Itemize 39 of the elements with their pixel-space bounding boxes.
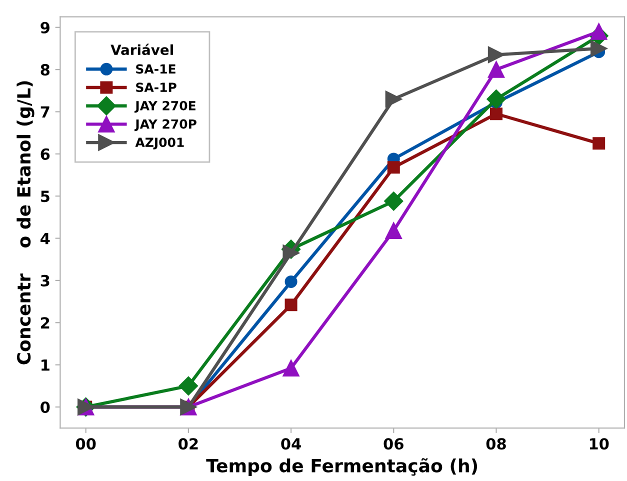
point	[590, 23, 608, 40]
point	[488, 46, 505, 64]
y-axis-title: Concentr o de Etanol (g/L)	[16, 81, 34, 364]
point	[590, 40, 608, 57]
y-tick-label: 0	[40, 401, 50, 414]
legend-title: Variável	[110, 44, 173, 56]
y-tick-label: 7	[40, 106, 50, 118]
y-tick-label: 1	[42, 359, 50, 371]
legend-label: JAY 270E	[134, 100, 196, 113]
point	[385, 90, 402, 108]
y-tick-label: 8	[40, 64, 50, 76]
y-tick-label: 5	[41, 190, 50, 202]
y-tick-label: 4	[40, 232, 50, 244]
legend-label: SA-1E	[136, 64, 176, 74]
point	[490, 108, 502, 120]
legend-label: AZJ001	[135, 138, 184, 150]
point	[488, 61, 505, 78]
point	[387, 161, 400, 174]
legend-label: JAY 270P	[134, 119, 196, 132]
x-tick-label: 04	[281, 438, 301, 450]
x-axis-title: Tempo de Fermentação (h)	[206, 458, 478, 476]
x-tick-label: 02	[178, 438, 198, 450]
y-tick-label: 3	[40, 274, 50, 286]
x-tick-label: 06	[384, 438, 404, 450]
point	[385, 222, 402, 240]
y-tick-label: 2	[41, 317, 50, 328]
point	[486, 90, 506, 109]
legend-label: SA-1P	[136, 82, 176, 92]
point	[282, 360, 300, 377]
point	[284, 275, 298, 288]
point	[284, 298, 298, 312]
y-tick-label: 9	[40, 22, 50, 34]
x-tick-label: 00	[76, 438, 96, 450]
x-tick-label: 10	[590, 438, 609, 450]
y-tick-label: 6	[40, 148, 50, 160]
point	[592, 137, 606, 150]
point	[178, 376, 198, 396]
point	[384, 192, 404, 211]
x-tick-label: 08	[486, 438, 506, 450]
